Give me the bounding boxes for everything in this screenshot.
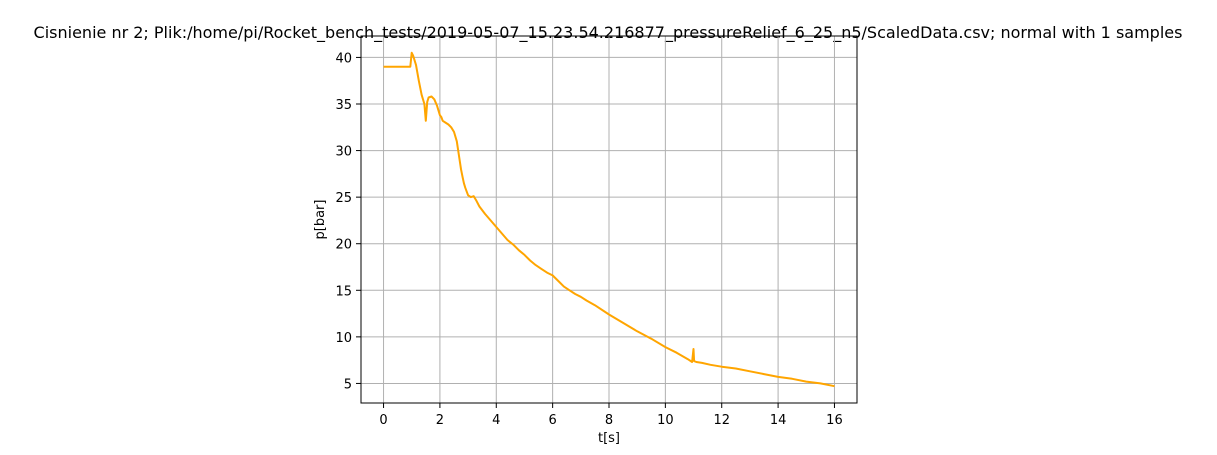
y-tick-label: 25 <box>335 191 352 206</box>
x-tick-label: 0 <box>379 413 387 428</box>
x-tick-label: 8 <box>605 413 613 428</box>
ticks: 0 2 4 6 8 10 12 14 16 5 10 15 20 25 30 35 40 <box>335 51 842 428</box>
x-tick-label: 12 <box>713 413 730 428</box>
series <box>383 51 835 388</box>
y-tick-label: 10 <box>335 331 352 346</box>
grid <box>361 36 857 403</box>
chart-title: Cisnienie nr 2; Plik:/home/pi/Rocket_ben… <box>34 23 1183 43</box>
series-line <box>383 51 835 388</box>
plot-frame <box>360 35 858 404</box>
y-tick-label: 15 <box>335 284 352 299</box>
x-axis-label: t[s] <box>598 431 620 446</box>
x-tick-label: 10 <box>657 413 674 428</box>
y-tick-label: 35 <box>335 98 352 113</box>
x-tick-label: 14 <box>770 413 787 428</box>
y-tick-label: 5 <box>344 377 352 392</box>
x-tick-label: 16 <box>826 413 843 428</box>
x-tick-label: 2 <box>436 413 444 428</box>
x-tick-label: 6 <box>548 413 556 428</box>
y-tick-label: 40 <box>335 51 352 66</box>
y-tick-label: 20 <box>335 238 352 253</box>
y-axis-label: p[bar] <box>313 200 328 240</box>
x-tick-label: 4 <box>492 413 500 428</box>
y-tick-label: 30 <box>335 145 352 160</box>
